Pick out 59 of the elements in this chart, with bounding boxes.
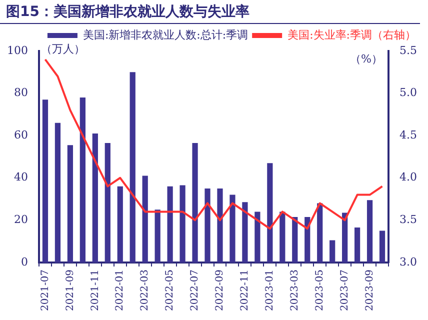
- bar: [42, 100, 48, 262]
- bar: [317, 203, 323, 262]
- bar: [379, 230, 386, 262]
- x-tick-label: 2022-03: [140, 269, 151, 312]
- legend-label: 美国:新增非农就业人数:总计:季调: [82, 28, 248, 42]
- chart-title: 图15：美国新增非农就业人数与失业率: [0, 0, 420, 24]
- bar: [366, 200, 373, 262]
- bar: [180, 185, 186, 262]
- y2-tick-label: 5.5: [400, 44, 418, 57]
- x-tick-label: 2022-05: [164, 269, 176, 312]
- bar: [242, 202, 248, 262]
- bar: [67, 145, 74, 262]
- y-tick-label: 60: [14, 128, 28, 142]
- x-tick-label: 2022-09: [214, 269, 226, 312]
- x-tick-label: 2023-09: [364, 269, 376, 312]
- bar: [304, 216, 310, 262]
- y2-tick-label: 4.0: [400, 170, 418, 184]
- bar: [54, 122, 61, 262]
- bar: [217, 188, 223, 262]
- bar: [204, 188, 210, 262]
- bar: [267, 163, 273, 262]
- y-tick-label: 80: [14, 86, 28, 100]
- y-tick-label: 20: [14, 213, 28, 226]
- x-tick-label: 2023-03: [289, 269, 300, 312]
- y2-tick-label: 3.5: [400, 213, 418, 226]
- bar: [117, 186, 123, 262]
- bar: [154, 210, 160, 262]
- x-tick-label: 2022-11: [240, 269, 251, 312]
- bar: [92, 133, 98, 262]
- bar: [330, 240, 336, 262]
- bar: [167, 186, 173, 262]
- x-tick-label: 2021-11: [90, 269, 101, 312]
- y-tick-label: 40: [14, 170, 28, 184]
- bar: [354, 228, 360, 262]
- bar: [280, 212, 286, 262]
- x-tick-label: 2021-09: [64, 269, 76, 312]
- y-axis-title: （万人）: [40, 42, 85, 56]
- y-tick-label: 100: [6, 44, 28, 57]
- bar: [230, 194, 236, 262]
- legend-label: 美国:失业率:季调（右轴）: [288, 28, 416, 42]
- y2-tick-label: 3.0: [400, 255, 418, 268]
- bar: [254, 212, 260, 262]
- x-tick-label: 2023-05: [314, 269, 326, 312]
- y-tick-label: 0: [20, 255, 28, 268]
- bar: [292, 216, 298, 262]
- bar: [80, 98, 86, 262]
- x-tick-label: 2023-07: [339, 269, 350, 312]
- x-tick-label: 2021-07: [40, 269, 51, 312]
- bar: [142, 176, 148, 262]
- y2-tick-label: 4.5: [400, 128, 418, 142]
- y2-tick-label: 5.0: [400, 86, 418, 100]
- x-tick-label: 2023-01: [264, 269, 276, 312]
- bar: [192, 142, 198, 262]
- x-tick-label: 2022-07: [190, 269, 201, 312]
- bar: [130, 72, 136, 262]
- y2-axis-title: （%）: [350, 52, 383, 66]
- x-tick-label: 2022-01: [114, 269, 126, 312]
- bar: [342, 212, 348, 262]
- bar: [104, 142, 110, 262]
